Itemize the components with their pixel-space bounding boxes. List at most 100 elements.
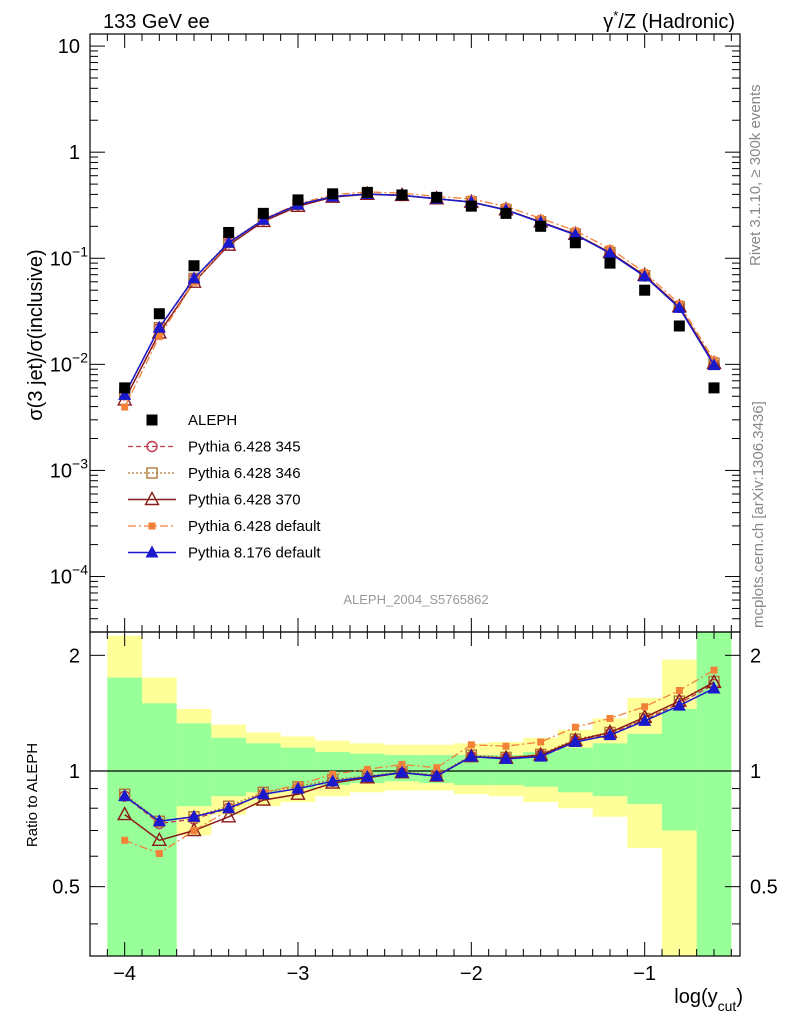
aleph-point bbox=[292, 194, 304, 206]
aleph-point bbox=[188, 260, 200, 272]
series-4-ratio-point bbox=[499, 751, 513, 764]
series-4-ratio-point bbox=[430, 769, 444, 782]
series-4-ratio-line bbox=[124, 687, 715, 823]
legend-label: Pythia 8.176 default bbox=[188, 545, 321, 562]
series-4-ratio-point bbox=[360, 769, 374, 782]
aleph-point bbox=[327, 188, 339, 200]
legend-item: ALEPH bbox=[146, 412, 237, 429]
x-tick-label: −1 bbox=[633, 963, 656, 985]
series-3-ratio-point bbox=[398, 760, 406, 768]
legend-item: Pythia 8.176 default bbox=[128, 545, 321, 562]
series-3-main-point bbox=[155, 333, 163, 341]
x-tick-label: −4 bbox=[113, 963, 136, 985]
legend-marker bbox=[144, 491, 160, 506]
series-3-ratio-point bbox=[675, 686, 683, 694]
series-0-ratio-line bbox=[124, 683, 715, 825]
series-0-main-line bbox=[124, 193, 715, 396]
aleph-point bbox=[673, 320, 685, 332]
y-tick-label: 10 bbox=[58, 36, 80, 58]
y-tick-base: 1 bbox=[69, 142, 80, 164]
legend-label: ALEPH bbox=[188, 412, 237, 429]
series-4-ratio-point bbox=[256, 787, 270, 800]
y-tick-label: 10−2 bbox=[50, 349, 88, 376]
y-tick-base: 10 bbox=[50, 248, 72, 270]
aleph-point bbox=[431, 191, 443, 203]
header-process-gamma: γ bbox=[603, 11, 613, 33]
series-3-ratio-point bbox=[467, 741, 475, 749]
aleph-point bbox=[535, 220, 547, 232]
legend-marker bbox=[146, 414, 158, 426]
series-3-ratio-point bbox=[121, 836, 129, 844]
y-tick-exponent: −4 bbox=[72, 562, 88, 578]
series-4-main-point bbox=[603, 246, 617, 259]
y-tick-exponent: −3 bbox=[72, 455, 88, 471]
y-tick-base: 10 bbox=[50, 460, 72, 482]
band-green bbox=[592, 743, 628, 797]
ratio-y-tick-label-right: 2 bbox=[750, 645, 761, 667]
band-green bbox=[211, 737, 246, 797]
series-3-ratio-point bbox=[606, 714, 614, 722]
series-3-ratio-point bbox=[155, 849, 163, 857]
series-4-main-point bbox=[568, 227, 582, 240]
series-3-ratio-point bbox=[502, 742, 510, 750]
series-4-main-point bbox=[707, 358, 721, 371]
band-green bbox=[558, 747, 593, 793]
legend-label: Pythia 6.428 346 bbox=[188, 465, 301, 482]
legend-item: Pythia 6.428 345 bbox=[128, 439, 301, 456]
series-4-main-point bbox=[152, 320, 166, 333]
legend-item: Pythia 6.428 default bbox=[128, 518, 321, 535]
legend: ALEPH Pythia 6.428 345 Pythia 6.428 346 Pyt… bbox=[128, 412, 321, 562]
series-4-ratio-point bbox=[568, 734, 582, 747]
series-4-ratio-point bbox=[118, 789, 132, 802]
header-title: 133 GeV ee bbox=[103, 11, 210, 33]
y-tick-base: 10 bbox=[50, 354, 72, 376]
series-2-main-line bbox=[124, 193, 715, 401]
series-4-ratio-point bbox=[291, 781, 305, 794]
series-3-main-line bbox=[124, 191, 715, 408]
aleph-point bbox=[119, 382, 131, 394]
x-tick-label: −3 bbox=[287, 963, 310, 985]
ratio-y-tick-label: 0.5 bbox=[52, 877, 80, 899]
x-axis-label-close: ) bbox=[736, 986, 743, 1008]
legend-marker bbox=[145, 545, 159, 558]
series-4-ratio-point bbox=[326, 774, 340, 787]
y-tick-label: 10−3 bbox=[50, 455, 88, 482]
series-4-ratio-point bbox=[638, 713, 652, 726]
legend-item: Pythia 6.428 370 bbox=[128, 491, 301, 509]
series-4-main-line bbox=[124, 193, 715, 396]
x-tick-label: −2 bbox=[460, 963, 483, 985]
series-3-ratio-point bbox=[363, 765, 371, 773]
header-process-rest: /Z (Hadronic) bbox=[618, 11, 735, 33]
y-tick-label: 10−1 bbox=[50, 243, 88, 270]
series-3-main-point bbox=[121, 403, 129, 411]
legend-marker bbox=[146, 440, 158, 453]
y-tick-base: 10 bbox=[58, 36, 80, 58]
aleph-point bbox=[569, 237, 581, 249]
aleph-point bbox=[708, 382, 720, 394]
series-4-main-point bbox=[118, 387, 132, 400]
y-tick-label: 10−4 bbox=[50, 562, 88, 589]
series-2-ratio-point bbox=[151, 831, 168, 847]
series-4-ratio-point bbox=[152, 814, 166, 827]
series-4-ratio-point bbox=[707, 681, 721, 694]
band-green bbox=[696, 632, 732, 956]
series-4-main-point bbox=[187, 271, 201, 284]
legend-label: Pythia 6.428 370 bbox=[188, 492, 301, 509]
series-3-ratio-line bbox=[124, 669, 715, 855]
series-4-main-point bbox=[638, 269, 652, 282]
legend-item: Pythia 6.428 346 bbox=[128, 465, 301, 482]
legend-marker bbox=[148, 522, 156, 530]
rivet-label: Rivet 3.1.10, ≥ 300k events bbox=[747, 84, 764, 266]
band-green bbox=[246, 743, 281, 793]
series-3-ratio-point bbox=[190, 827, 198, 835]
y-tick-base: 10 bbox=[50, 567, 72, 589]
series-2-ratio-point bbox=[116, 806, 133, 821]
series-2-ratio-point bbox=[220, 808, 237, 823]
y-tick-exponent: −2 bbox=[72, 349, 88, 365]
y-tick-label: 1 bbox=[69, 142, 80, 164]
y-axis-label: σ(3 jet)/σ(inclusive) bbox=[25, 249, 47, 420]
aleph-point bbox=[639, 284, 651, 296]
series-3-ratio-point bbox=[710, 666, 718, 674]
